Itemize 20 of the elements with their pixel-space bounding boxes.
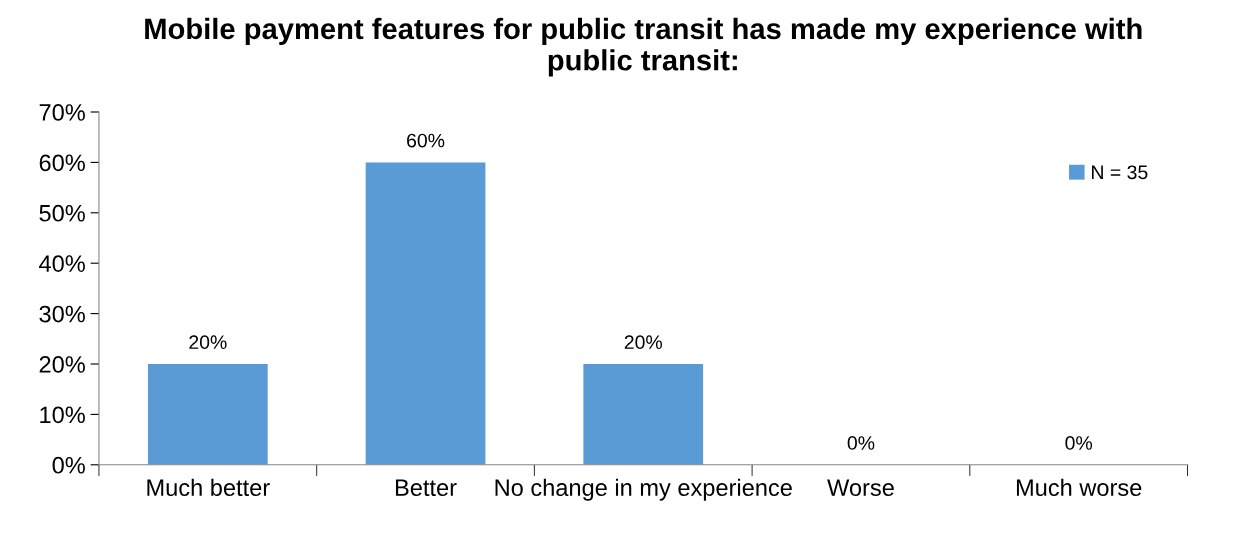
y-tick-label: 50%	[39, 204, 85, 222]
data-label: 0%	[847, 436, 875, 450]
data-label: 0%	[1065, 436, 1093, 450]
y-tick-label: 60%	[39, 154, 85, 172]
y-tick-label: 10%	[40, 406, 85, 424]
data-label: 20%	[624, 335, 663, 350]
x-tick-label: Much better	[147, 478, 270, 497]
y-tick-label: 20%	[39, 356, 85, 373]
x-tick-label: No change in my experience	[495, 478, 792, 501]
x-tick-label: Much worse	[1016, 478, 1142, 497]
data-label: 60%	[407, 133, 445, 148]
x-tick-label: Better	[395, 479, 457, 497]
x-tick-label: Worse	[827, 479, 894, 497]
data-label: 20%	[189, 335, 227, 350]
y-tick-label: 70%	[39, 104, 85, 121]
y-tick-label: 30%	[39, 305, 85, 323]
chart-title: Mobile payment features for public transit has made my experience with public transit:	[145, 17, 1142, 77]
legend-label: N = 35	[1092, 165, 1148, 180]
y-tick-label: 0%	[52, 456, 85, 474]
y-tick-label: 40%	[39, 255, 85, 272]
